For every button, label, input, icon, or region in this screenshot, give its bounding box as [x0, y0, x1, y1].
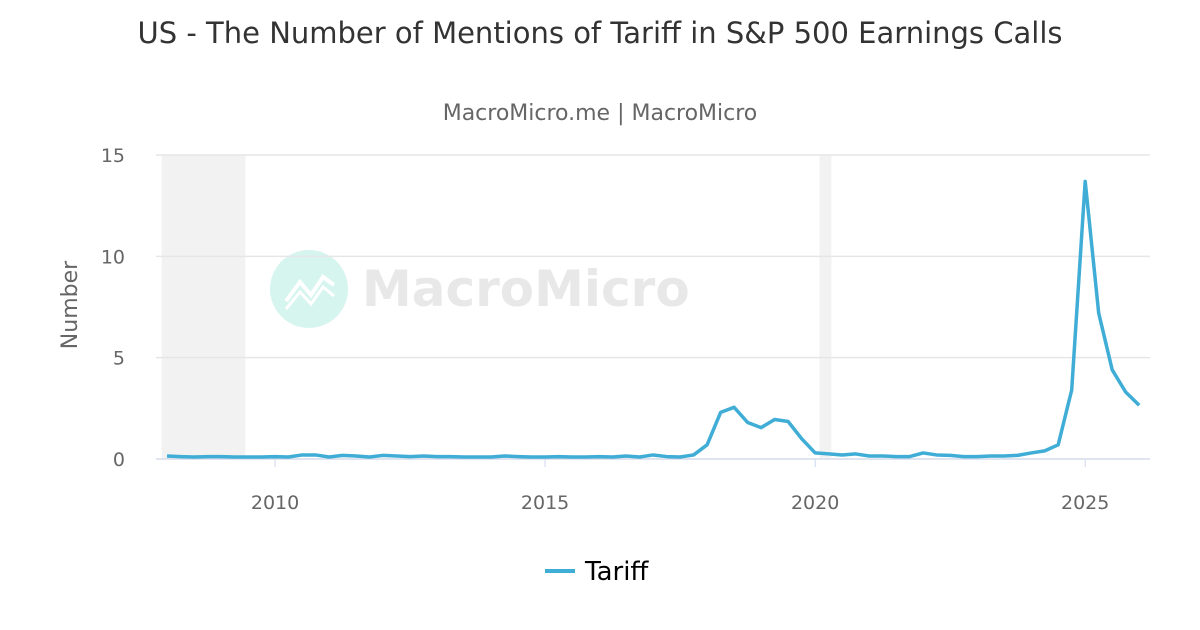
shaded-region — [819, 155, 832, 459]
x-tick-label: 2015 — [521, 492, 569, 514]
legend-item: Tariff — [545, 557, 649, 587]
watermark: MacroMicro — [362, 260, 690, 318]
legend-label: Tariff — [584, 557, 649, 587]
watermark-logo — [270, 250, 348, 328]
x-tick-label: 2025 — [1061, 492, 1109, 514]
shaded-region — [161, 155, 246, 459]
y-tick-label: 15 — [101, 145, 125, 167]
data-line — [166, 179, 1141, 459]
y-tick-label: 5 — [113, 348, 125, 370]
chart-subtitle: MacroMicro.me | MacroMicro — [442, 101, 758, 126]
x-tick-label: 2010 — [251, 492, 299, 514]
y-axis-label: Number — [58, 260, 83, 349]
x-tick-label: 2020 — [791, 492, 839, 514]
y-tick-label: 0 — [113, 449, 125, 471]
y-tick-label: 10 — [101, 246, 125, 268]
chart-title: US - The Number of Mentions of Tariff in… — [137, 16, 1063, 50]
